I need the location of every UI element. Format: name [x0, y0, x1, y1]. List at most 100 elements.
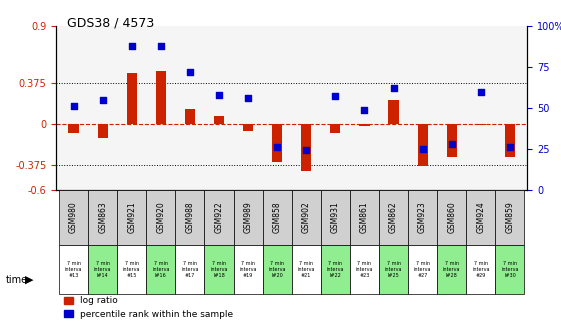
FancyBboxPatch shape: [59, 245, 88, 294]
Legend: log ratio, percentile rank within the sample: log ratio, percentile rank within the sa…: [61, 293, 237, 322]
Text: 7 min
interva
#29: 7 min interva #29: [472, 262, 490, 278]
FancyBboxPatch shape: [292, 245, 321, 294]
FancyBboxPatch shape: [88, 190, 117, 245]
Text: 7 min
interva
l#25: 7 min interva l#25: [385, 262, 402, 278]
Bar: [156, 71, 166, 124]
Point: [273, 145, 282, 150]
Point: [505, 145, 514, 150]
Text: GSM862: GSM862: [389, 202, 398, 233]
FancyBboxPatch shape: [408, 245, 437, 294]
Text: GSM924: GSM924: [476, 201, 485, 233]
Bar: [214, 115, 224, 124]
Point: [243, 95, 252, 101]
Text: 7 min
interva
#23: 7 min interva #23: [356, 262, 373, 278]
Text: GDS38 / 4573: GDS38 / 4573: [67, 16, 155, 29]
Bar: [476, 124, 486, 125]
Point: [98, 97, 107, 102]
Text: GSM860: GSM860: [447, 201, 456, 233]
FancyBboxPatch shape: [263, 245, 292, 294]
FancyBboxPatch shape: [321, 245, 350, 294]
Point: [360, 107, 369, 112]
Text: 7 min
interva
l#22: 7 min interva l#22: [327, 262, 344, 278]
Point: [331, 94, 340, 99]
FancyBboxPatch shape: [495, 245, 525, 294]
Bar: [243, 124, 253, 131]
Text: GSM922: GSM922: [214, 202, 223, 233]
FancyBboxPatch shape: [176, 245, 204, 294]
Text: time: time: [6, 275, 27, 284]
Text: ▶: ▶: [25, 275, 34, 284]
Bar: [68, 124, 79, 133]
Text: GSM989: GSM989: [243, 201, 252, 233]
Point: [186, 69, 195, 75]
FancyBboxPatch shape: [117, 245, 146, 294]
Text: 7 min
interva
#19: 7 min interva #19: [240, 262, 257, 278]
Text: 7 min
interva
l#30: 7 min interva l#30: [501, 262, 518, 278]
Text: GSM921: GSM921: [127, 202, 136, 233]
FancyBboxPatch shape: [117, 190, 146, 245]
Point: [476, 89, 485, 94]
FancyBboxPatch shape: [176, 190, 204, 245]
FancyBboxPatch shape: [379, 190, 408, 245]
FancyBboxPatch shape: [495, 190, 525, 245]
Text: 7 min
interva
#15: 7 min interva #15: [123, 262, 140, 278]
FancyBboxPatch shape: [59, 190, 88, 245]
Text: GSM863: GSM863: [98, 201, 107, 233]
Text: GSM902: GSM902: [302, 201, 311, 233]
Text: GSM858: GSM858: [273, 202, 282, 233]
Bar: [98, 124, 108, 138]
FancyBboxPatch shape: [466, 190, 495, 245]
Text: 7 min
interva
#21: 7 min interva #21: [297, 262, 315, 278]
Bar: [330, 124, 341, 133]
FancyBboxPatch shape: [321, 190, 350, 245]
Text: 7 min
interva
#13: 7 min interva #13: [65, 262, 82, 278]
Text: 7 min
interva
#27: 7 min interva #27: [414, 262, 431, 278]
Bar: [388, 100, 399, 124]
Bar: [127, 73, 137, 124]
Point: [214, 92, 223, 97]
Text: 7 min
interva
#17: 7 min interva #17: [181, 262, 199, 278]
FancyBboxPatch shape: [437, 190, 466, 245]
FancyBboxPatch shape: [146, 190, 176, 245]
FancyBboxPatch shape: [466, 245, 495, 294]
Bar: [301, 124, 311, 171]
Text: GSM988: GSM988: [185, 202, 195, 233]
Bar: [505, 124, 515, 157]
Bar: [360, 124, 370, 127]
FancyBboxPatch shape: [437, 245, 466, 294]
Point: [302, 148, 311, 153]
Text: 7 min
interva
l#28: 7 min interva l#28: [443, 262, 461, 278]
Point: [127, 43, 136, 48]
Bar: [185, 109, 195, 124]
Text: GSM859: GSM859: [505, 201, 514, 233]
Text: GSM980: GSM980: [69, 201, 78, 233]
Point: [389, 86, 398, 91]
FancyBboxPatch shape: [263, 190, 292, 245]
Point: [418, 146, 427, 151]
FancyBboxPatch shape: [233, 190, 263, 245]
Bar: [272, 124, 282, 163]
FancyBboxPatch shape: [350, 245, 379, 294]
FancyBboxPatch shape: [88, 245, 117, 294]
Bar: [447, 124, 457, 157]
Text: GSM861: GSM861: [360, 202, 369, 233]
Text: GSM920: GSM920: [157, 201, 165, 233]
Point: [157, 43, 165, 48]
Point: [447, 141, 456, 146]
FancyBboxPatch shape: [292, 190, 321, 245]
FancyBboxPatch shape: [408, 190, 437, 245]
Text: 7 min
interva
l#18: 7 min interva l#18: [210, 262, 228, 278]
Text: 7 min
interva
l#14: 7 min interva l#14: [94, 262, 112, 278]
Point: [69, 104, 78, 109]
Text: GSM931: GSM931: [331, 201, 340, 233]
FancyBboxPatch shape: [379, 245, 408, 294]
FancyBboxPatch shape: [204, 245, 233, 294]
FancyBboxPatch shape: [350, 190, 379, 245]
Text: 7 min
interva
l#16: 7 min interva l#16: [152, 262, 169, 278]
FancyBboxPatch shape: [204, 190, 233, 245]
FancyBboxPatch shape: [233, 245, 263, 294]
Bar: [417, 124, 427, 166]
Text: GSM923: GSM923: [418, 201, 427, 233]
Text: 7 min
interva
l#20: 7 min interva l#20: [268, 262, 286, 278]
FancyBboxPatch shape: [146, 245, 176, 294]
